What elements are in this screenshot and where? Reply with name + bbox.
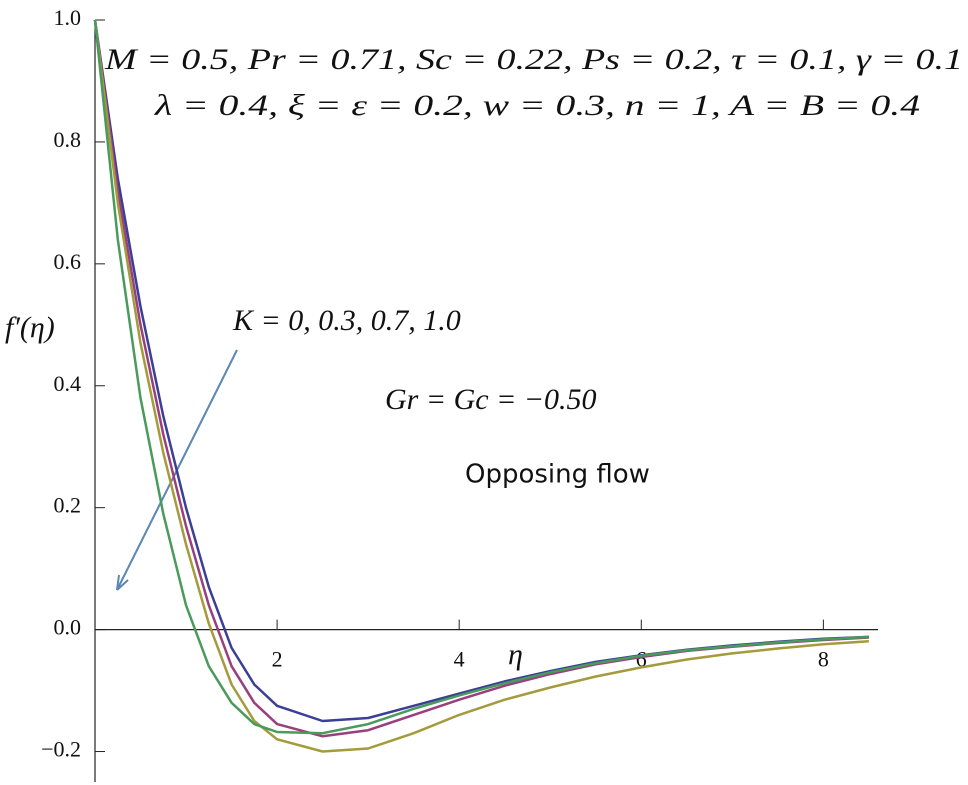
y-tick-label: 1.0: [54, 5, 82, 30]
arrow-head: [116, 574, 129, 591]
y-tick-label: 0.0: [54, 615, 82, 640]
annotation: λ = 0.4, ξ = ε = 0.2, w = 0.3, n = 1, A …: [154, 89, 920, 122]
x-axis-label: η: [508, 638, 523, 671]
series-line: [93, 19, 869, 753]
annotation: M = 0.5, Pr = 0.71, Sc = 0.22, Ps = 0.2,…: [104, 43, 963, 76]
series-line: [93, 19, 869, 723]
x-tick-label: 2: [272, 647, 283, 672]
annotation: Opposing flow: [465, 460, 650, 490]
annotation: K = 0, 0.3, 0.7, 1.0: [232, 304, 461, 337]
x-tick-label: 6: [636, 647, 647, 672]
y-tick-label: 0.4: [54, 371, 82, 396]
x-tick-label: 4: [454, 647, 465, 672]
y-tick-label: 0.8: [54, 127, 82, 152]
x-tick-label: 8: [818, 647, 829, 672]
y-axis-label: f′(η): [5, 311, 55, 344]
y-tick-label: 0.2: [54, 493, 82, 518]
series-line: [93, 19, 869, 735]
annotation: Gr = Gc = −0.50: [385, 383, 597, 416]
y-tick-label: 0.6: [54, 249, 82, 274]
y-tick-label: −0.2: [41, 737, 81, 762]
